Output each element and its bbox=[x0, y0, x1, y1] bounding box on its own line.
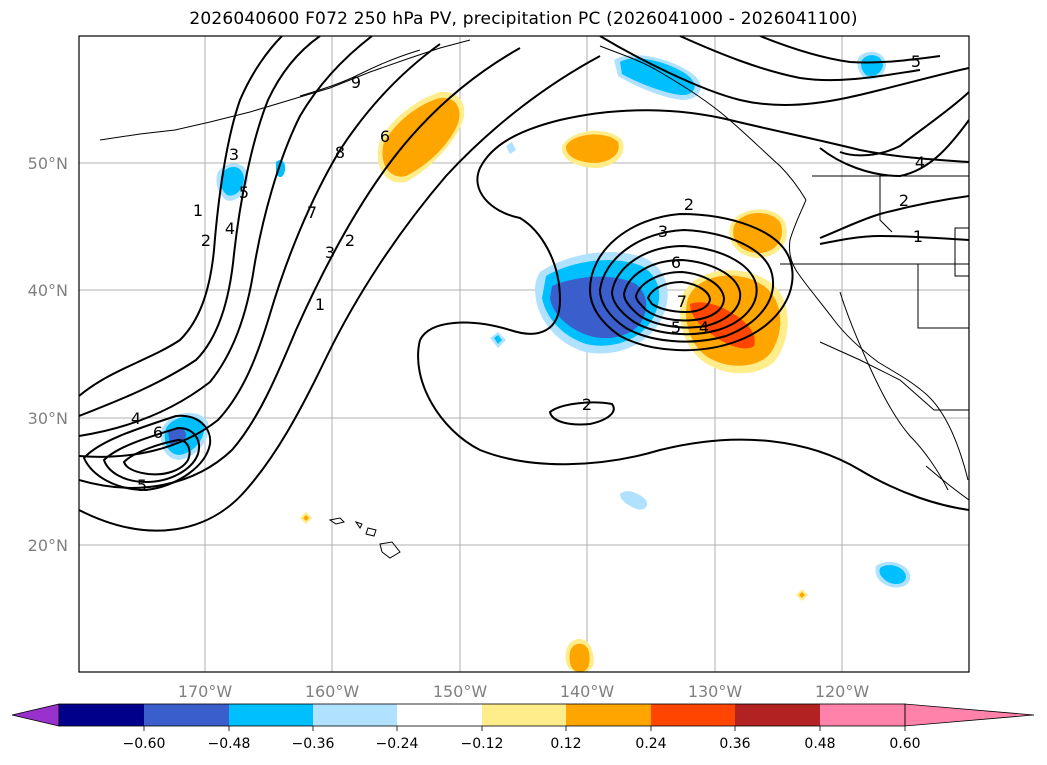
colorbar-tick-label: 0.60 bbox=[889, 736, 920, 752]
contour-label: 2 bbox=[684, 195, 694, 214]
contour-label: 5 bbox=[911, 52, 921, 71]
contour-label: 6 bbox=[671, 253, 681, 272]
colorbar-segment bbox=[820, 704, 905, 726]
contour-label: 4 bbox=[131, 409, 141, 428]
contour-label: 7 bbox=[677, 292, 687, 311]
colorbar-tick-label: −0.24 bbox=[376, 736, 419, 752]
colorbar-segment bbox=[59, 704, 144, 726]
colorbar-segment bbox=[229, 704, 313, 726]
colorbar-extend-min bbox=[11, 703, 60, 727]
map-title: 2026040600 F072 250 hPa PV, precipitatio… bbox=[189, 9, 858, 29]
coastlines bbox=[99, 39, 969, 559]
contour-label: 4 bbox=[915, 153, 925, 172]
contour-label: 3 bbox=[325, 243, 335, 262]
contour-label: 5 bbox=[671, 318, 681, 337]
contour-label: 5 bbox=[239, 183, 249, 202]
contour-labels: 1 2 3 4 5 6 7 8 9 1 2 3 4 5 6 2 3 6 7 5 … bbox=[131, 52, 925, 495]
lon-label-160w: 160°W bbox=[305, 682, 360, 701]
contour-label: 6 bbox=[380, 127, 390, 146]
contour-label: 1 bbox=[913, 227, 923, 246]
contour-label: 2 bbox=[201, 231, 211, 250]
contour-label: 3 bbox=[229, 145, 239, 164]
colorbar-tick-marks bbox=[143, 726, 906, 731]
colorbar-tick-label: 0.48 bbox=[804, 736, 835, 752]
colorbar: −0.60 −0.48 −0.36 −0.24 −0.12 0.12 0.24 … bbox=[11, 703, 1035, 752]
lat-label-40n: 40°N bbox=[28, 281, 68, 300]
contour-label: 2 bbox=[582, 395, 592, 414]
lon-label-130w: 130°W bbox=[688, 682, 743, 701]
colorbar-segment bbox=[144, 704, 229, 726]
colorbar-segment bbox=[651, 704, 735, 726]
contour-label: 7 bbox=[307, 203, 317, 222]
contour-label: 3 bbox=[658, 222, 668, 241]
lat-label-20n: 20°N bbox=[28, 536, 68, 555]
lon-label-120w: 120°W bbox=[815, 682, 870, 701]
colorbar-extend-max bbox=[904, 703, 1035, 727]
colorbar-tick-label: −0.60 bbox=[123, 736, 166, 752]
contour-label: 6 bbox=[153, 423, 163, 442]
colorbar-tick-label: 0.12 bbox=[550, 736, 581, 752]
latitude-labels: 50°N 40°N 30°N 20°N bbox=[28, 154, 68, 555]
lon-label-140w: 140°W bbox=[560, 682, 615, 701]
colorbar-segment bbox=[482, 704, 566, 726]
map-plot-area: 1 2 3 4 5 6 7 8 9 1 2 3 4 5 6 2 3 6 7 5 … bbox=[79, 36, 969, 672]
contour-label: 9 bbox=[351, 73, 361, 92]
plot-frame bbox=[78, 35, 970, 673]
longitude-labels: 170°W 160°W 150°W 140°W 130°W 120°W bbox=[178, 682, 870, 701]
pv-contours bbox=[79, 36, 969, 532]
colorbar-tick-label: −0.12 bbox=[461, 736, 504, 752]
contour-label: 4 bbox=[225, 219, 235, 238]
contour-label: 2 bbox=[345, 231, 355, 250]
contour-label: 1 bbox=[193, 201, 203, 220]
contour-label: 2 bbox=[899, 191, 909, 210]
lon-label-150w: 150°W bbox=[433, 682, 488, 701]
lat-label-50n: 50°N bbox=[28, 154, 68, 173]
colorbar-segment bbox=[397, 704, 482, 726]
colorbar-segment bbox=[735, 704, 820, 726]
contour-label: 4 bbox=[699, 318, 709, 337]
colorbar-tick-label: −0.36 bbox=[292, 736, 335, 752]
colorbar-tick-label: 0.36 bbox=[719, 736, 750, 752]
precip-shading bbox=[160, 51, 911, 672]
lat-label-30n: 30°N bbox=[28, 409, 68, 428]
colorbar-tick-labels: −0.60 −0.48 −0.36 −0.24 −0.12 0.12 0.24 … bbox=[123, 736, 921, 752]
colorbar-tick-label: −0.48 bbox=[208, 736, 251, 752]
contour-label: 8 bbox=[335, 143, 345, 162]
colorbar-segment bbox=[566, 704, 651, 726]
colorbar-segment bbox=[313, 704, 397, 726]
lon-label-170w: 170°W bbox=[178, 682, 233, 701]
contour-label: 5 bbox=[137, 476, 147, 495]
colorbar-tick-label: 0.24 bbox=[635, 736, 666, 752]
contour-label: 1 bbox=[315, 295, 325, 314]
